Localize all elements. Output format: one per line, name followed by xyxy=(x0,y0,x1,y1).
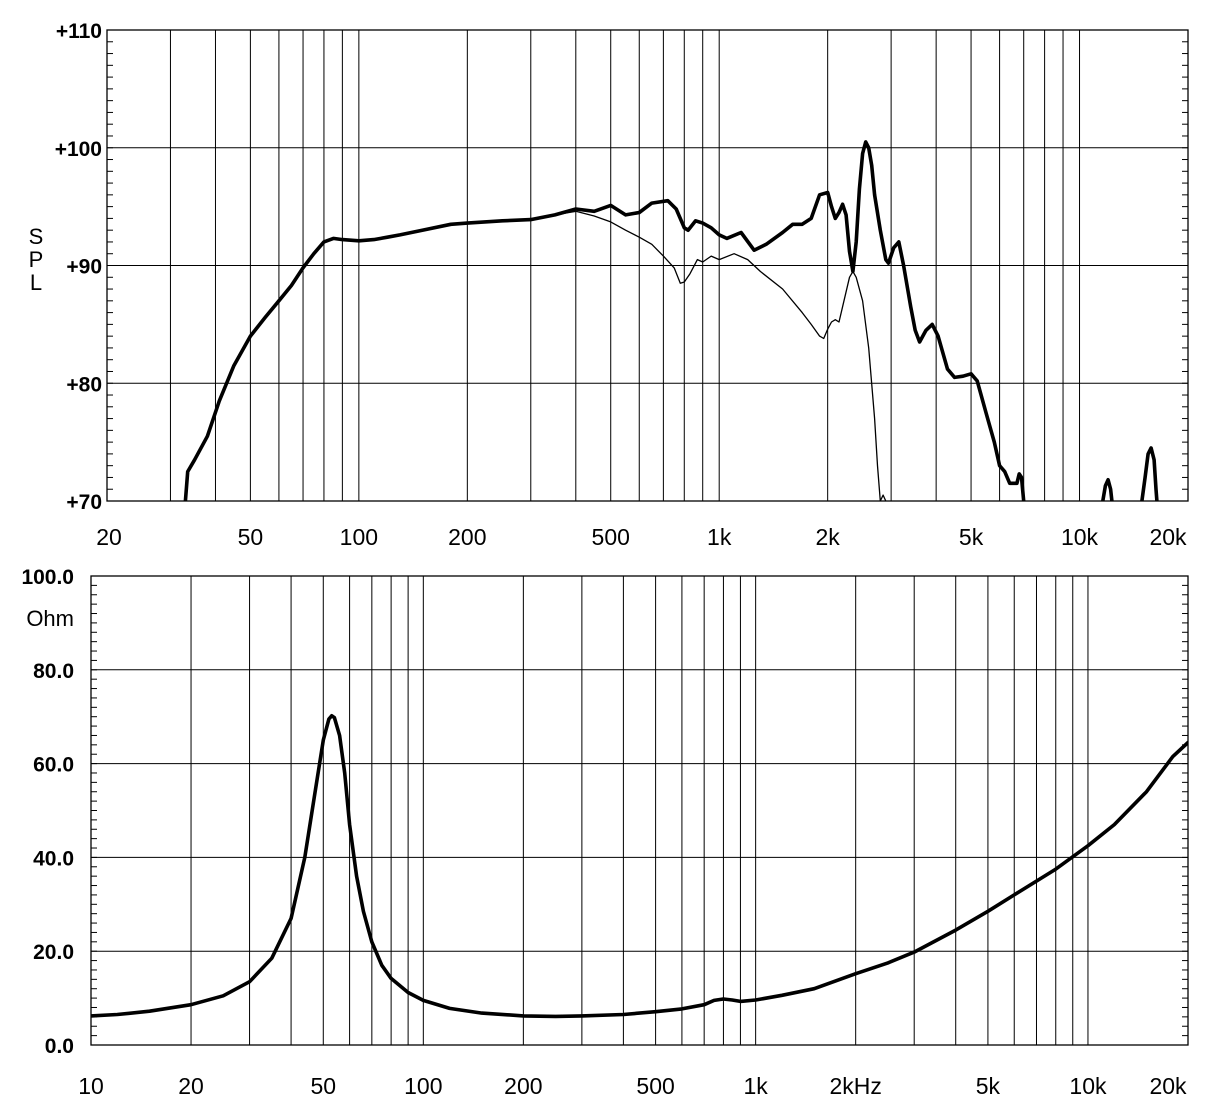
x-tick-label: 1k xyxy=(743,1073,768,1099)
axis-minor-ticks xyxy=(91,584,1188,1037)
series-line-primary xyxy=(183,140,1026,501)
y-tick-label: +90 xyxy=(66,256,102,279)
y-tick-labels: 100.0 80.0 60.0 40.0 20.0 0.0 xyxy=(21,566,74,1058)
spl-frequency-response-chart: 20 50 100 200 500 1k 2k 5k 10k 20k+110+100+90+80+… xyxy=(29,20,1189,550)
x-tick-label: 100 xyxy=(404,1073,442,1099)
y-tick-label: +80 xyxy=(66,373,102,396)
x-tick-label: 500 xyxy=(592,524,630,550)
y-tick-label: 20.0 xyxy=(33,941,74,964)
x-tick-label: 10k xyxy=(1069,1073,1107,1099)
y-axis-label-char: S xyxy=(29,224,44,249)
grid xyxy=(107,30,1188,501)
x-tick-label: 50 xyxy=(238,524,264,550)
axis-minor-ticks xyxy=(107,41,1188,490)
series-line-primary xyxy=(91,713,1188,1019)
x-tick-label: 50 xyxy=(310,1073,336,1099)
y-tick-label: 100.0 xyxy=(21,566,74,589)
series-group xyxy=(91,713,1188,1019)
x-tick-label: 10 xyxy=(78,1073,104,1099)
y-tick-label: +70 xyxy=(66,491,102,514)
y-tick-label: 60.0 xyxy=(33,754,74,777)
series-line-primary xyxy=(1101,477,1114,501)
x-tick-label: 200 xyxy=(504,1073,542,1099)
x-tick-label: 20k xyxy=(1149,1073,1187,1099)
x-tick-label: 5k xyxy=(959,524,984,550)
grid xyxy=(91,576,1188,1045)
x-tick-label: 2kHz xyxy=(829,1073,881,1099)
y-tick-label: +100 xyxy=(55,138,102,161)
y-tick-label: 40.0 xyxy=(33,847,74,870)
y-axis-label-char: L xyxy=(30,270,42,295)
x-tick-label: 10k xyxy=(1061,524,1099,550)
series-group xyxy=(183,140,1159,501)
y-tick-labels: +110 +100 +90 +80 +70 xyxy=(55,20,102,514)
x-tick-label: 500 xyxy=(636,1073,674,1099)
x-tick-label: 200 xyxy=(448,524,486,550)
x-tick-label: 5k xyxy=(976,1073,1001,1099)
y-axis-label-char: P xyxy=(29,247,44,272)
impedance-chart: 10 20 50 100 200 500 1k 2kHz 5k 10k 20k 100.0 80.0 60… xyxy=(21,566,1189,1099)
y-tick-label: 0.0 xyxy=(45,1035,74,1058)
x-tick-label: 1k xyxy=(707,524,732,550)
x-tick-label: 20 xyxy=(178,1073,204,1099)
y-tick-label: +110 xyxy=(56,20,102,43)
x-tick-label: 2k xyxy=(816,524,841,550)
x-tick-labels: 10 20 50 100 200 500 1k 2kHz 5k 10k 20k xyxy=(78,1073,1187,1099)
x-tick-label: 20 xyxy=(96,524,122,550)
y-axis-label: SPL xyxy=(29,224,44,295)
x-tick-labels: 20 50 100 200 500 1k 2k 5k 10k 20k xyxy=(96,524,1187,550)
y-tick-label: 80.0 xyxy=(33,660,74,683)
y-axis-label: Ohm xyxy=(26,606,74,631)
series-line-secondary xyxy=(554,210,887,501)
series-line-primary xyxy=(1140,446,1159,501)
x-tick-label: 100 xyxy=(340,524,378,550)
x-tick-label: 20k xyxy=(1149,524,1187,550)
